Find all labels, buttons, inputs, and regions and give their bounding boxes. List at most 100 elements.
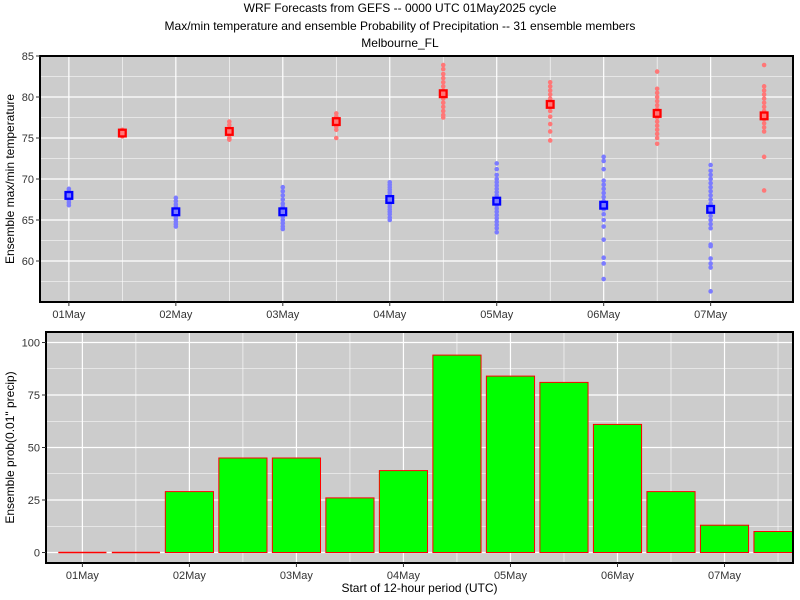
mean-marker-center [173, 209, 179, 214]
member-point [708, 168, 713, 174]
member-point [280, 184, 286, 190]
member-point [708, 225, 713, 231]
mean-marker-center [280, 209, 285, 214]
member-point [708, 172, 713, 178]
mean-marker-center [601, 203, 606, 208]
member-point [494, 219, 500, 224]
precip-bar [271, 457, 322, 553]
member-point [654, 90, 660, 96]
member-point [494, 206, 500, 211]
member-point [708, 176, 713, 182]
mean-marker-center [441, 91, 446, 96]
member-point [440, 84, 446, 89]
member-point [494, 230, 500, 235]
member-point [440, 66, 446, 72]
member-point [654, 94, 660, 100]
x-axis-label: Start of 12-hour period (UTC) [341, 581, 497, 595]
member-point [494, 179, 500, 185]
mean-marker-center [334, 119, 339, 124]
member-point [761, 96, 767, 101]
member-point [708, 243, 713, 249]
member-point [761, 104, 767, 110]
x-tick-label: 02May [159, 309, 193, 321]
mean-marker-center [494, 198, 499, 204]
x-tick-label: 06May [601, 570, 635, 582]
member-point [547, 129, 553, 134]
precip-bar [592, 423, 643, 553]
precip-bar [378, 470, 429, 554]
mean-marker-center [66, 193, 72, 198]
member-point [494, 193, 500, 198]
figure-title-line3: Melbourne_FL [361, 36, 439, 50]
member-point [601, 186, 606, 192]
member-point [494, 212, 500, 218]
member-point [547, 96, 553, 101]
member-point [494, 183, 500, 188]
y-axis-label: Ensemble prob(0.01" precip) [3, 371, 17, 523]
mean-marker-center [708, 207, 713, 212]
y-tick-label: 50 [28, 443, 40, 455]
member-point [601, 194, 606, 200]
member-point [440, 108, 446, 114]
member-point [654, 141, 660, 147]
y-tick-label: 80 [22, 92, 34, 104]
member-point [547, 84, 553, 89]
x-tick-label: 07May [694, 309, 728, 321]
member-point [654, 98, 660, 104]
member-point [708, 193, 713, 198]
member-point [708, 197, 713, 202]
member-point [761, 188, 767, 193]
y-tick-label: 85 [22, 51, 34, 63]
member-point [761, 92, 767, 97]
member-point [601, 178, 606, 183]
y-tick-label: 60 [22, 256, 34, 268]
member-point [547, 108, 553, 114]
member-point [547, 79, 553, 85]
member-point [440, 75, 446, 81]
member-point [761, 154, 767, 160]
member-point [761, 100, 767, 106]
data-marks [64, 62, 769, 294]
member-point [654, 127, 660, 133]
member-point [333, 111, 339, 116]
member-point [654, 119, 660, 124]
member-point [280, 193, 286, 198]
member-point [494, 222, 500, 228]
precip-probability-panel: 0 25 50 75 100 01May 02May 03May 04May 05May 06May… [3, 331, 794, 595]
member-point [547, 92, 553, 97]
y-tick-label: 70 [22, 174, 34, 186]
member-point [173, 195, 179, 201]
precip-bar [646, 491, 696, 554]
y-tick-label: 75 [22, 133, 34, 145]
member-point [761, 129, 767, 134]
precip-bar [699, 524, 750, 554]
member-point [494, 161, 500, 166]
member-point [601, 166, 606, 172]
member-point [333, 135, 339, 141]
member-point [440, 71, 446, 77]
member-point [601, 237, 606, 242]
member-point [708, 289, 713, 294]
member-point [708, 184, 713, 190]
precip-bar [539, 381, 589, 553]
precip-bar [485, 375, 536, 553]
member-point [494, 225, 500, 231]
temperature-panel: 60 65 70 75 80 85 01May 02May 03May 04May 05May 06M… [3, 51, 794, 321]
x-tick-label: 01May [52, 309, 86, 321]
member-point [601, 276, 606, 282]
member-point [601, 261, 606, 266]
x-tick-label: 04May [387, 570, 421, 582]
member-point [708, 265, 713, 270]
member-point [280, 217, 286, 223]
member-point [654, 102, 660, 108]
member-point [280, 226, 286, 232]
x-tick-label: 02May [173, 570, 207, 582]
member-point [387, 217, 393, 223]
member-point [601, 190, 606, 196]
precip-bar [218, 457, 268, 553]
member-point [761, 84, 767, 89]
member-point [494, 172, 500, 178]
member-point [440, 104, 446, 110]
member-point [440, 100, 446, 106]
member-point [708, 180, 713, 186]
